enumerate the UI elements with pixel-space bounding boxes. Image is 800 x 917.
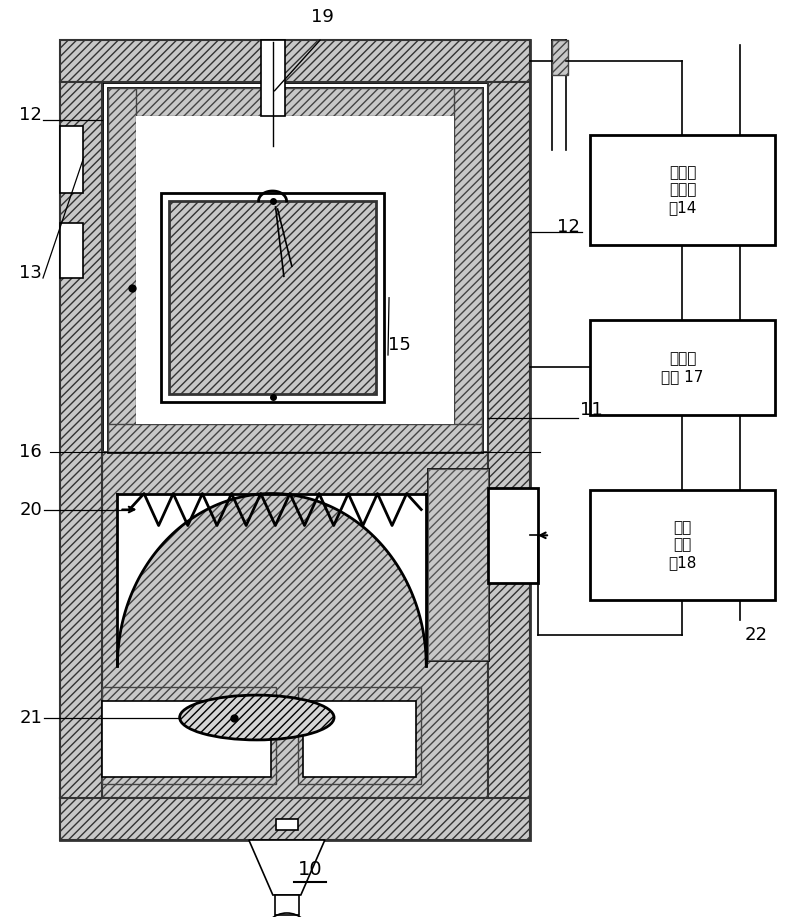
Text: 20: 20 — [19, 501, 42, 518]
Bar — [60, 82, 102, 798]
Bar — [60, 798, 530, 840]
Bar — [275, 895, 299, 915]
Bar — [136, 116, 454, 424]
Text: 10: 10 — [298, 860, 322, 879]
Text: 信号输
出器 17: 信号输 出器 17 — [662, 351, 704, 383]
Bar — [552, 40, 568, 75]
Bar — [261, 40, 285, 116]
Bar — [102, 687, 276, 784]
Bar — [108, 88, 136, 452]
Bar — [428, 470, 488, 659]
Bar — [276, 819, 298, 830]
Text: 22: 22 — [745, 626, 768, 644]
Text: 12: 12 — [19, 106, 42, 124]
Text: 16: 16 — [19, 443, 42, 461]
Text: 19: 19 — [310, 8, 334, 26]
Bar — [488, 82, 530, 798]
Bar — [102, 452, 488, 798]
Bar — [303, 702, 416, 778]
Bar — [108, 424, 482, 452]
Bar — [428, 470, 488, 659]
Bar — [60, 40, 530, 82]
Bar — [298, 687, 422, 784]
Bar — [590, 490, 775, 600]
Text: 12: 12 — [557, 218, 580, 236]
Bar — [590, 135, 775, 245]
Ellipse shape — [180, 695, 334, 740]
Bar — [108, 88, 482, 116]
Bar — [428, 470, 488, 659]
Bar — [454, 88, 482, 452]
Bar — [102, 82, 488, 798]
Bar — [60, 127, 83, 193]
Bar — [108, 88, 482, 452]
Text: 21: 21 — [19, 709, 42, 726]
Bar — [590, 320, 775, 415]
Bar — [170, 201, 376, 394]
Text: 温度记
录控制
妓14: 温度记 录控制 妓14 — [668, 165, 697, 215]
Polygon shape — [118, 493, 426, 666]
Bar — [488, 489, 538, 583]
Bar — [60, 40, 530, 840]
Text: 安全
报警
妓18: 安全 报警 妓18 — [668, 520, 697, 569]
Polygon shape — [249, 840, 325, 895]
Bar — [162, 193, 384, 403]
Bar — [102, 702, 271, 778]
Bar — [60, 223, 83, 278]
Text: 11: 11 — [580, 401, 602, 419]
Text: 13: 13 — [19, 264, 42, 282]
Text: 15: 15 — [388, 336, 411, 354]
